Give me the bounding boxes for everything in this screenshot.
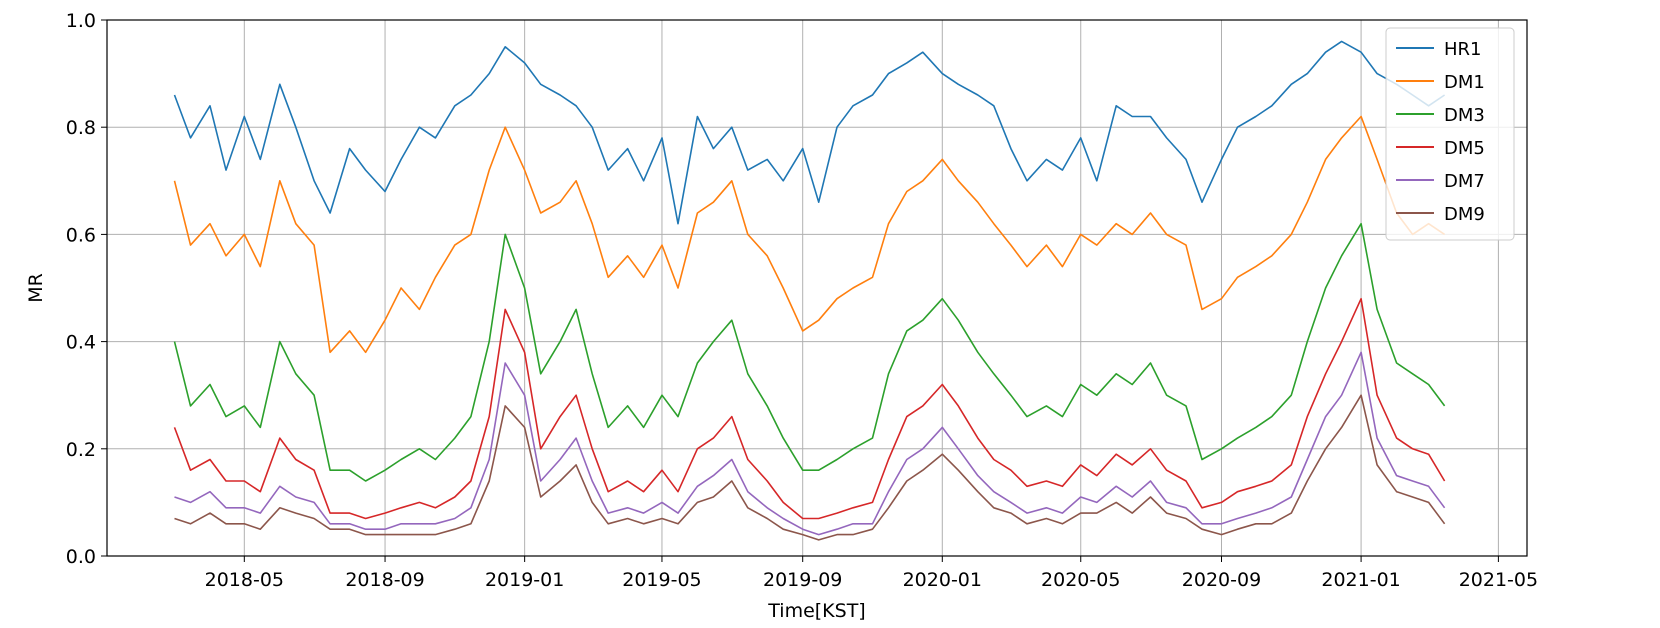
x-tick-label: 2020-05 xyxy=(1041,569,1120,591)
y-tick-label: 0.6 xyxy=(66,224,96,246)
series-line-dm3 xyxy=(173,222,1446,482)
series-line-dm9 xyxy=(174,394,1446,541)
y-tick-label: 0.2 xyxy=(66,439,96,461)
legend-label-dm1: DM1 xyxy=(1444,72,1485,93)
legend-label-dm7: DM7 xyxy=(1444,171,1485,192)
x-tick-label: 2021-01 xyxy=(1321,569,1400,591)
series-line-dm7 xyxy=(174,351,1446,536)
x-axis-ticks: 2018-05 2018-09 2019-01 2019-05 2019-09 2020-… xyxy=(205,556,1538,591)
series-line-dm1 xyxy=(173,115,1446,354)
y-axis-ticks: 0.0 0.2 0.4 0.6 0.8 1.0 xyxy=(66,10,107,568)
x-axis-label: Time[KST] xyxy=(767,600,865,622)
legend: HR1 DM1 DM3 DM5 DM7 DM9 xyxy=(1385,27,1515,241)
x-tick-label: 2018-09 xyxy=(345,569,424,591)
legend-label-dm3: DM3 xyxy=(1444,105,1485,126)
x-tick-label: 2019-05 xyxy=(622,569,701,591)
x-tick-label: 2020-01 xyxy=(903,569,982,591)
legend-label-hr1: HR1 xyxy=(1444,39,1482,60)
y-axis-label: MR xyxy=(25,273,47,303)
series-lines xyxy=(173,40,1446,541)
y-tick-label: 0.4 xyxy=(66,332,96,354)
series-line-dm5 xyxy=(173,297,1446,520)
x-tick-label: 2019-09 xyxy=(763,569,842,591)
legend-label-dm9: DM9 xyxy=(1444,204,1485,225)
y-tick-label: 1.0 xyxy=(66,10,96,32)
series-line-hr1 xyxy=(173,40,1446,225)
x-tick-label: 2019-01 xyxy=(485,569,564,591)
y-tick-label: 0.0 xyxy=(66,546,96,568)
plot-frame xyxy=(106,19,1528,557)
legend-label-dm5: DM5 xyxy=(1444,138,1485,159)
x-tick-label: 2018-05 xyxy=(205,569,284,591)
x-tick-label: 2020-09 xyxy=(1182,569,1261,591)
x-tick-label: 2021-05 xyxy=(1459,569,1538,591)
y-tick-label: 0.8 xyxy=(66,117,96,139)
